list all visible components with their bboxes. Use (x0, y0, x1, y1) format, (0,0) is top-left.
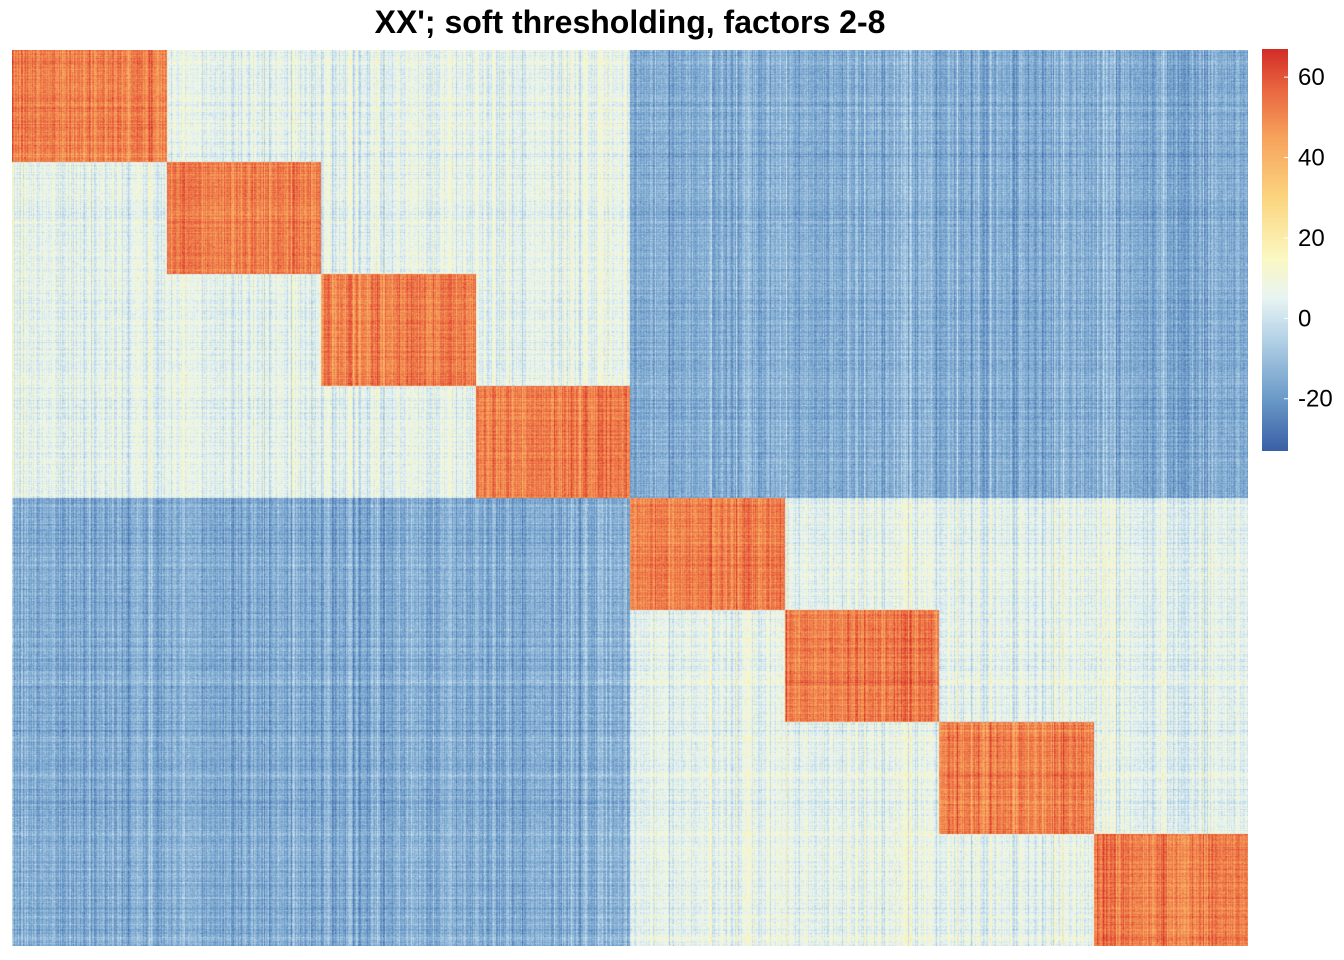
heatmap-area (12, 50, 1248, 946)
color-legend-ticks: 60 40 20 0 -20 (1284, 64, 1333, 413)
legend-tick-label: 40 (1298, 145, 1325, 172)
chart-title: XX'; soft thresholding, factors 2-8 (374, 4, 886, 40)
legend-tick-label: 20 (1298, 225, 1325, 252)
legend-tick-label: -20 (1298, 386, 1333, 413)
heatmap-matrix (12, 50, 1248, 946)
color-legend-bar (1262, 49, 1288, 451)
legend-tick-label: 60 (1298, 64, 1325, 91)
legend-tick-label: 0 (1298, 305, 1311, 332)
